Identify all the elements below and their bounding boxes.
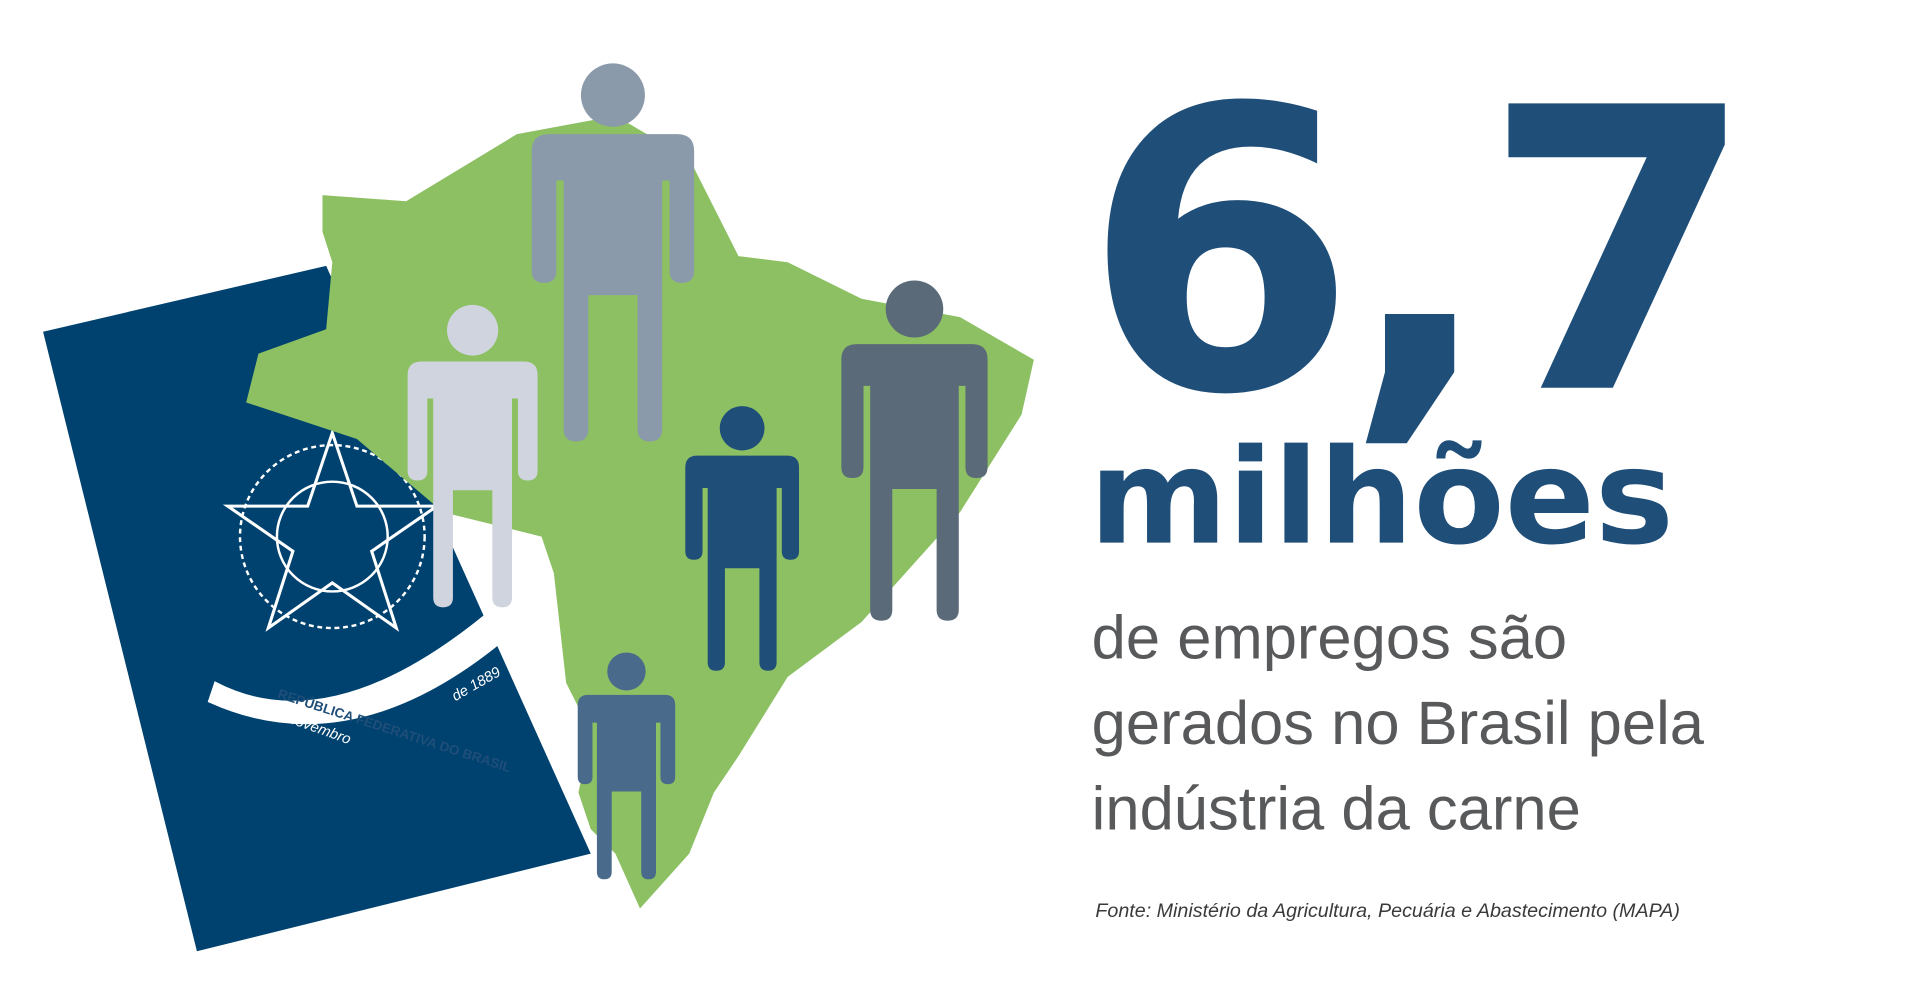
headline-unit: milhões: [1089, 421, 1674, 574]
headline-number: 6,7: [1083, 26, 1744, 480]
passport-card: [43, 265, 591, 952]
emblem: [207, 428, 519, 725]
body-line: de empregos são: [1092, 604, 1567, 672]
brazil-map: [246, 115, 1034, 909]
source-note: Fonte: Ministério da Agricultura, Pecuár…: [1095, 900, 1680, 922]
body-line: gerados no Brasil pela: [1092, 689, 1705, 757]
body-line: indústria da carne: [1092, 775, 1581, 843]
